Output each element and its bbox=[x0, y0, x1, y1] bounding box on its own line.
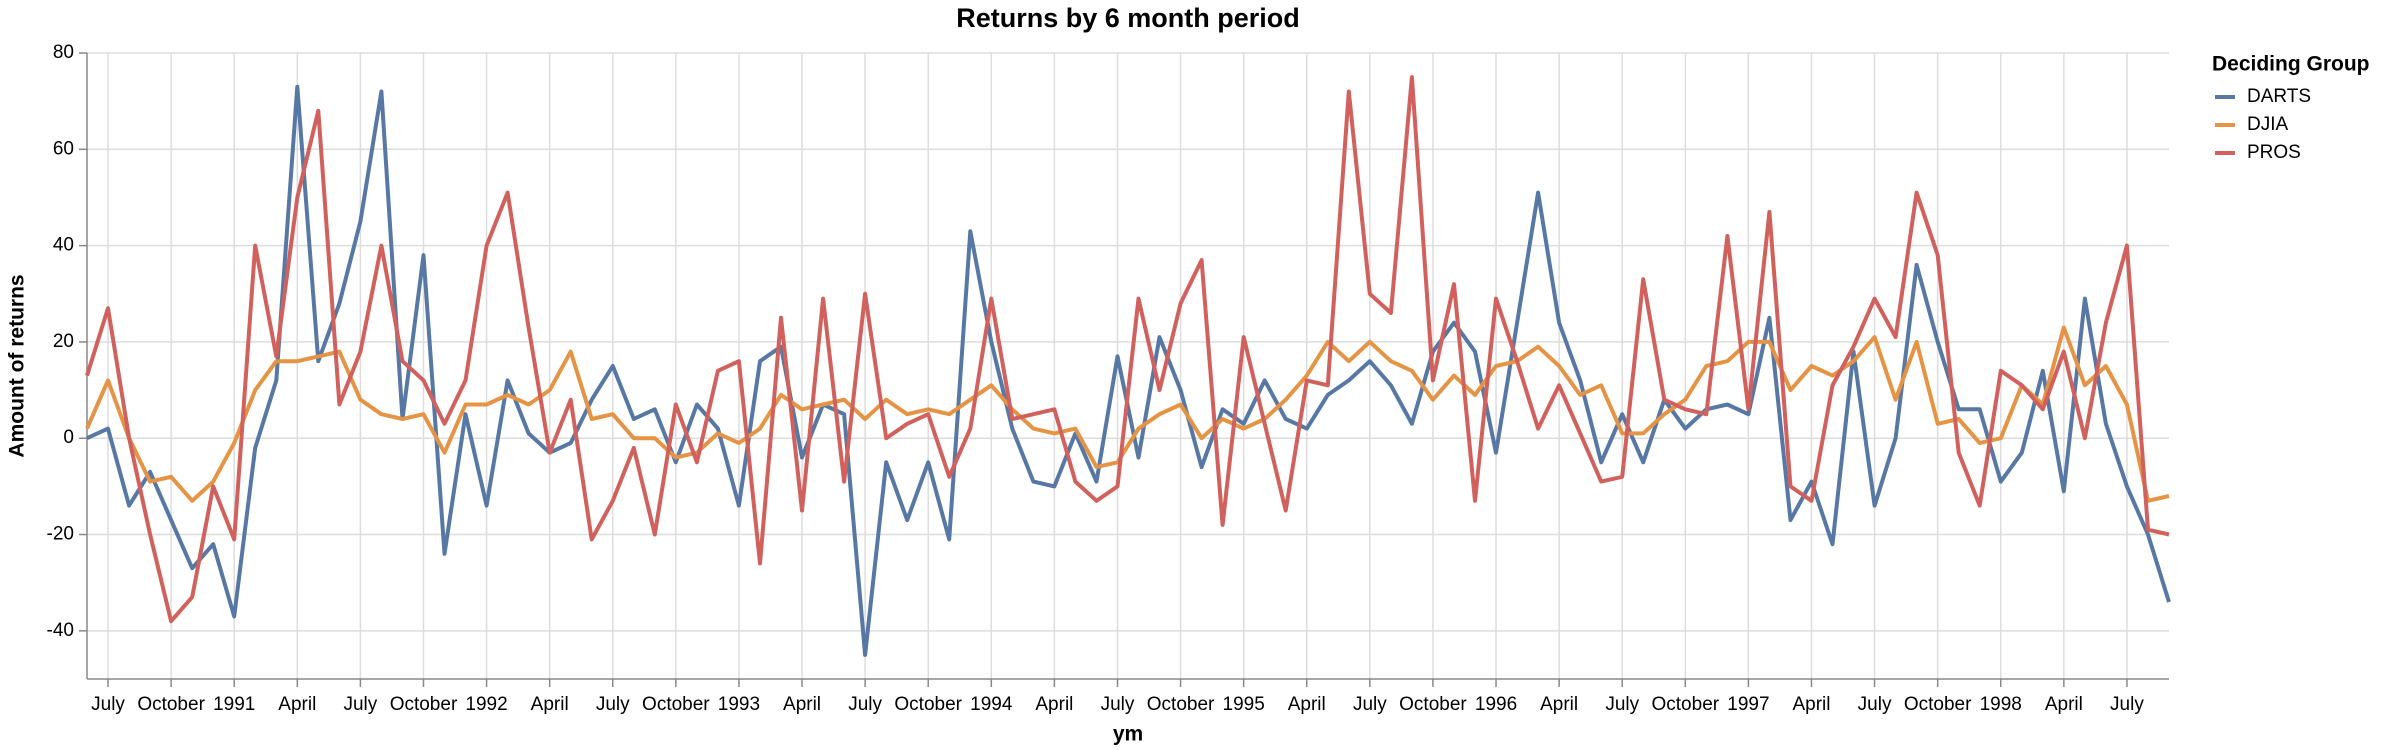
line bbox=[85, 75, 2170, 624]
x-tick-label: April bbox=[1540, 694, 1578, 715]
x-tick-label: April bbox=[1288, 694, 1326, 715]
x-tick-label: July bbox=[343, 694, 377, 715]
y-tick-label: 20 bbox=[53, 331, 74, 352]
y-tick-label: -40 bbox=[47, 620, 74, 641]
x-tick-label: 1998 bbox=[1980, 694, 2022, 715]
x-tick-label: October bbox=[137, 694, 205, 715]
legend-title: Deciding Group bbox=[2212, 53, 2370, 76]
x-tick-label: April bbox=[531, 694, 569, 715]
x-tick-label: October bbox=[1904, 694, 1972, 715]
y-tick-label: 40 bbox=[53, 235, 74, 256]
y-tick-label: 60 bbox=[53, 138, 74, 159]
line bbox=[86, 84, 2171, 657]
x-tick-label: 1997 bbox=[1727, 694, 1769, 715]
x-tick-label: October bbox=[390, 694, 458, 715]
y-tick-label: 0 bbox=[63, 427, 74, 448]
x-tick-label: July bbox=[848, 694, 882, 715]
legend-label: DARTS bbox=[2247, 86, 2311, 107]
x-tick-label: 1991 bbox=[213, 694, 255, 715]
x-tick-label: October bbox=[1147, 694, 1215, 715]
line bbox=[85, 325, 2170, 503]
x-tick-label: July bbox=[91, 694, 125, 715]
x-axis-title: ym bbox=[1113, 723, 1143, 746]
x-tick-label: July bbox=[1353, 694, 1387, 715]
x-tick-label: July bbox=[596, 694, 630, 715]
chart-title: Returns by 6 month period bbox=[956, 3, 1300, 33]
x-tick-label: 1993 bbox=[718, 694, 760, 715]
x-tick-label: October bbox=[642, 694, 710, 715]
x-tick-label: April bbox=[783, 694, 821, 715]
y-axis-title: Amount of returns bbox=[6, 274, 29, 457]
x-tick-label: April bbox=[2045, 694, 2083, 715]
x-tick-label: April bbox=[1792, 694, 1830, 715]
x-tick-label: July bbox=[1101, 694, 1135, 715]
grid bbox=[87, 52, 2169, 679]
x-tick-label: July bbox=[1858, 694, 1892, 715]
y-tick-label: 80 bbox=[53, 42, 74, 63]
legend-label: DJIA bbox=[2247, 114, 2289, 135]
x-tick-label: October bbox=[1399, 694, 1467, 715]
x-tick-label: April bbox=[1035, 694, 1073, 715]
x-tick-label: 1992 bbox=[465, 694, 507, 715]
x-tick-label: 1994 bbox=[970, 694, 1013, 715]
y-tick-label: -20 bbox=[47, 524, 74, 545]
x-tick-label: July bbox=[1605, 694, 1639, 715]
x-tick-label: 1995 bbox=[1223, 694, 1265, 715]
legend-label: PROS bbox=[2247, 142, 2301, 163]
x-tick-label: 1996 bbox=[1475, 694, 1517, 715]
x-tick-label: October bbox=[1652, 694, 1720, 715]
x-tick-label: July bbox=[2110, 694, 2144, 715]
x-tick-label: October bbox=[894, 694, 962, 715]
x-tick-label: April bbox=[278, 694, 316, 715]
